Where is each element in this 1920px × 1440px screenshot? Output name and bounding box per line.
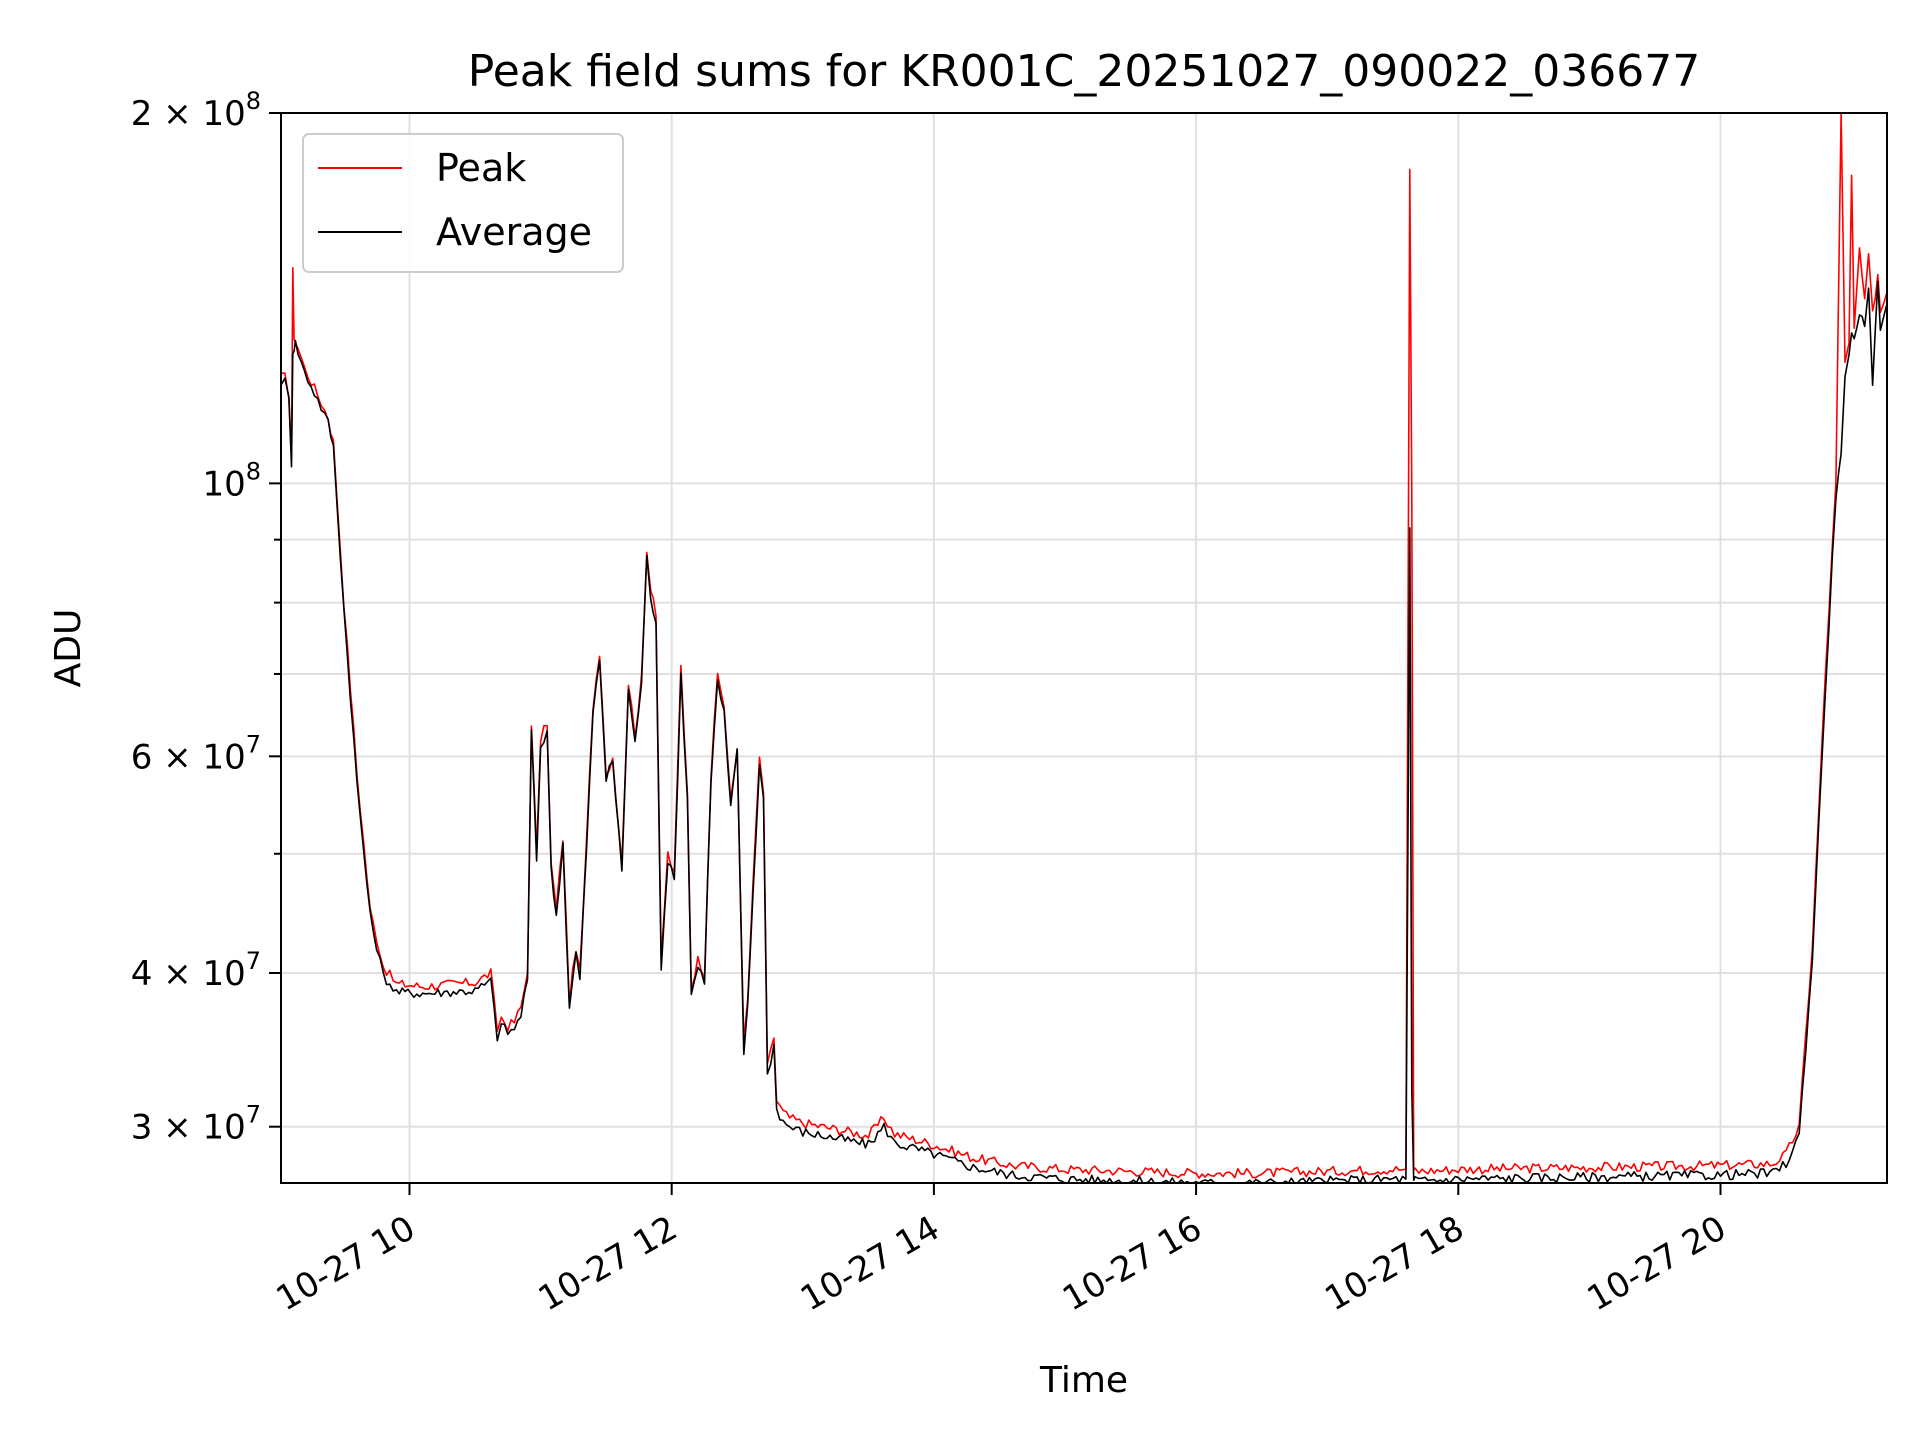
plot-area-frame	[280, 112, 1888, 1184]
chart-title: Peak field sums for KR001C_20251027_0900…	[468, 46, 1700, 97]
x-axis-label: Time	[1039, 1360, 1128, 1401]
y-tick-base: 2 × 10	[131, 94, 246, 134]
y-tick-exponent: 7	[246, 1101, 261, 1129]
legend-label-peak: Peak	[436, 146, 526, 190]
y-tick-label: 6 × 107	[131, 730, 261, 777]
plot-lines	[280, 112, 1888, 1184]
y-tick-exponent: 7	[246, 947, 261, 975]
y-tick-label: 108	[202, 457, 261, 504]
y-axis-label: ADU	[48, 609, 89, 688]
legend: Peak Average	[302, 133, 624, 273]
grid	[281, 112, 1887, 1183]
y-tick-base: 10	[202, 464, 245, 504]
y-tick-base: 4 × 10	[131, 954, 246, 994]
y-tick-label: 2 × 108	[131, 87, 261, 134]
legend-label-average: Average	[436, 210, 592, 254]
y-tick-exponent: 8	[246, 457, 261, 485]
series-line-peak	[280, 112, 1888, 1179]
y-tick-label: 3 × 107	[131, 1101, 261, 1148]
series-line-average	[280, 280, 1888, 1184]
y-tick-label: 4 × 107	[131, 947, 261, 994]
y-tick-base: 3 × 10	[131, 1108, 246, 1148]
y-tick-exponent: 8	[246, 87, 261, 115]
y-tick-exponent: 7	[246, 730, 261, 758]
y-tick-base: 6 × 10	[131, 737, 246, 777]
